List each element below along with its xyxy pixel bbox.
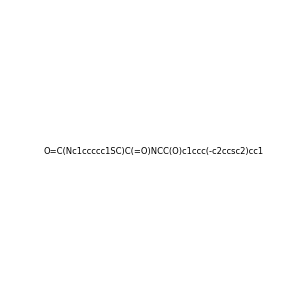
Text: O=C(Nc1ccccc1SC)C(=O)NCC(O)c1ccc(-c2ccsc2)cc1: O=C(Nc1ccccc1SC)C(=O)NCC(O)c1ccc(-c2ccsc… [44,147,264,156]
